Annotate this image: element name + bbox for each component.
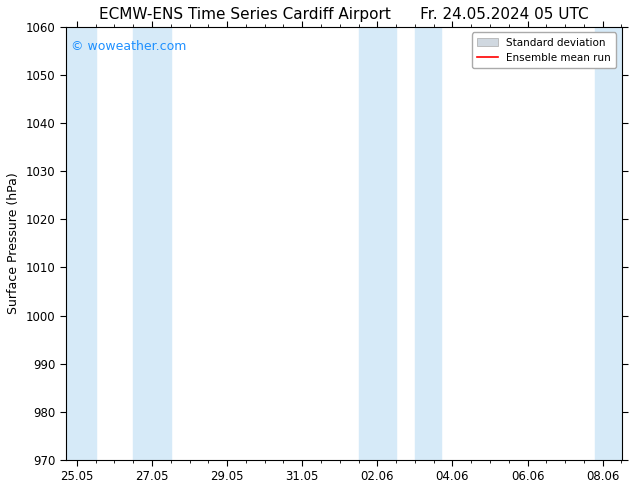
Bar	[595, 27, 621, 460]
Text: © woweather.com: © woweather.com	[71, 40, 186, 53]
Bar	[415, 27, 441, 460]
Title: ECMW-ENS Time Series Cardiff Airport      Fr. 24.05.2024 05 UTC: ECMW-ENS Time Series Cardiff Airport Fr.…	[99, 7, 588, 22]
Bar	[359, 27, 396, 460]
Bar	[66, 27, 96, 460]
Bar	[133, 27, 171, 460]
Y-axis label: Surface Pressure (hPa): Surface Pressure (hPa)	[7, 172, 20, 314]
Legend: Standard deviation, Ensemble mean run: Standard deviation, Ensemble mean run	[472, 32, 616, 68]
